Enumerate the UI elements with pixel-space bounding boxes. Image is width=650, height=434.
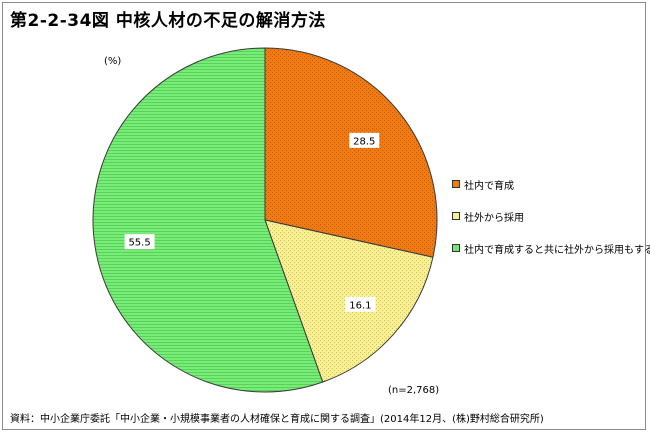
chart-title: 第2-2-34図 中核人材の不足の解消方法 xyxy=(10,11,326,31)
legend-swatch-external xyxy=(452,212,460,220)
legend-item-external: 社外から採用 xyxy=(452,200,650,232)
value-label-external-bg xyxy=(345,296,376,312)
pie-slice-in-house xyxy=(264,47,438,258)
pie-slice-both xyxy=(92,47,324,393)
unit-label: (%) xyxy=(104,56,122,67)
legend-item-in-house: 社内で育成 xyxy=(452,168,650,200)
legend-label-in-house: 社内で育成 xyxy=(464,180,514,192)
value-label-in-house-bg xyxy=(349,132,380,148)
legend-swatch-both xyxy=(452,244,460,252)
value-label-both: 55.5 xyxy=(128,238,150,249)
legend-label-external: 社外から採用 xyxy=(464,212,524,224)
value-label-in-house: 28.5 xyxy=(353,136,375,147)
legend-item-both: 社内で育成すると共に社外から採用もする xyxy=(452,232,650,264)
value-label-both-bg xyxy=(124,234,155,250)
legend: 社内で育成 社外から採用 社内で育成すると共に社外から採用もする xyxy=(452,168,650,264)
legend-label-both: 社内で育成すると共に社外から採用もする xyxy=(464,244,650,256)
value-label-external: 16.1 xyxy=(349,300,371,311)
legend-swatch-in-house xyxy=(452,180,460,188)
source-note: 資料：中小企業庁委託「中小企業・小規模事業者の人材確保と育成に関する調査」(20… xyxy=(10,414,544,425)
sample-size-label: (n=2,768) xyxy=(388,385,440,396)
